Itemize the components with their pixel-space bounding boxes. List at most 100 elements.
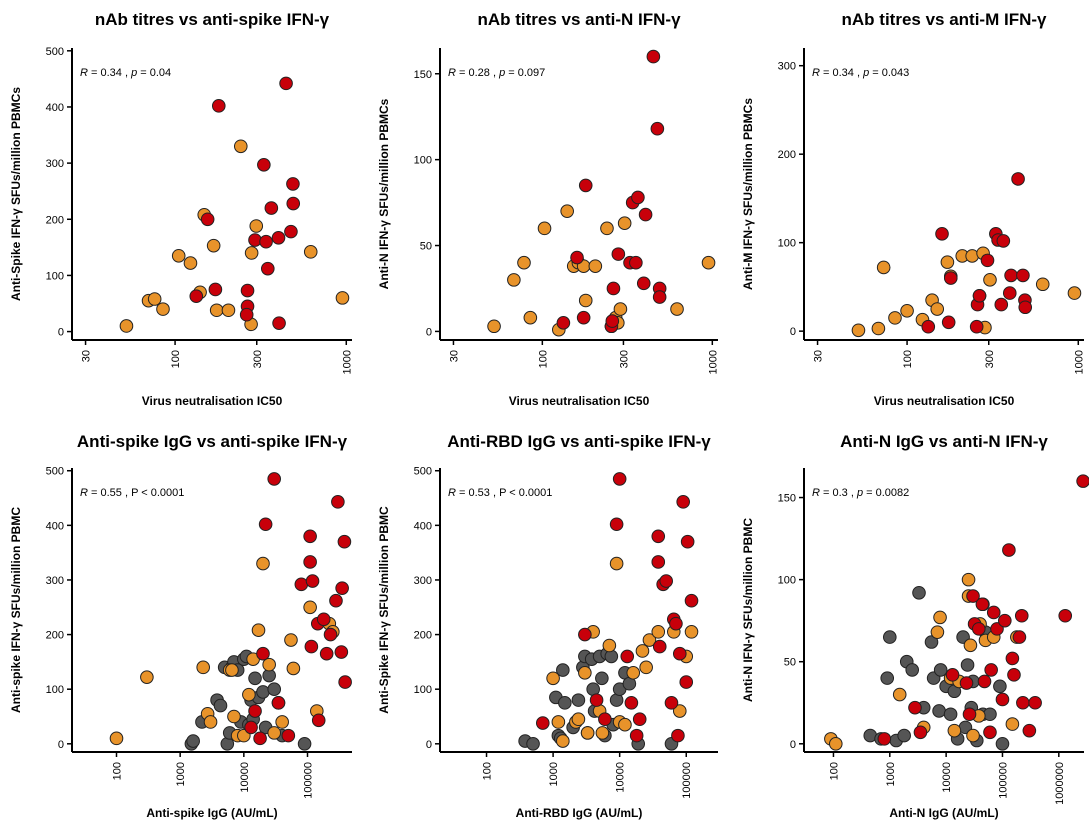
data-point-red	[589, 693, 604, 707]
data-point-red	[240, 283, 255, 298]
data-point-red	[244, 720, 258, 735]
data-point-orange	[1005, 717, 1020, 731]
data-point-orange	[983, 273, 997, 287]
x-tick-label: 300	[618, 350, 630, 368]
data-point-orange	[961, 572, 976, 587]
x-tick-label: 1000	[707, 350, 719, 374]
y-tick-label: 100	[778, 238, 796, 250]
chart-title: nAb titres vs anti-spike IFN-γ	[95, 10, 330, 29]
data-point-grey	[905, 663, 920, 677]
x-tick-label: 1000	[548, 762, 560, 786]
x-tick-label: 30	[448, 350, 460, 362]
data-point-red	[1016, 695, 1030, 710]
y-tick-label: 0	[426, 326, 432, 338]
data-point-grey	[880, 671, 895, 685]
data-point-orange	[670, 302, 684, 316]
data-point-orange	[335, 291, 350, 305]
data-point-red	[200, 212, 215, 227]
data-point-orange	[626, 666, 641, 680]
data-point-red	[331, 495, 345, 509]
data-point-red	[941, 315, 956, 330]
data-point-red	[598, 712, 612, 727]
data-point-red	[990, 622, 1004, 636]
y-axis-label: Anti-N IFN-γ SFUs/million PBMCs	[377, 98, 391, 289]
data-point-red	[664, 696, 679, 710]
x-tick-label: 300	[984, 350, 996, 368]
x-axis-label: Anti-spike IgG (AU/mL)	[146, 806, 277, 820]
data-point-red	[294, 577, 309, 592]
y-axis-label: Anti-M IFN-γ SFUs/million PBMCs	[741, 98, 755, 290]
data-point-orange	[209, 303, 224, 318]
data-point-red	[959, 676, 974, 690]
data-point-red	[1028, 695, 1042, 710]
chart-panel-4: Anti-spike IgG vs anti-spike IFN-γ 0 100 20…	[9, 432, 352, 820]
data-point-orange	[578, 293, 593, 308]
data-point-orange	[571, 712, 586, 727]
x-tick-label: 300	[252, 350, 264, 368]
data-point-orange	[642, 633, 657, 647]
x-tick-label: 1000000	[1054, 762, 1066, 805]
y-tick-label: 50	[784, 657, 796, 669]
data-point-red	[606, 281, 621, 296]
data-point-red	[1007, 668, 1021, 682]
data-point-grey	[943, 707, 958, 722]
data-point-red	[323, 627, 338, 642]
data-point-red	[211, 99, 226, 113]
data-point-red	[605, 314, 620, 328]
x-axis-label: Anti-RBD IgG (AU/mL)	[516, 806, 643, 820]
data-point-red	[337, 534, 352, 549]
x-tick-label: 10000	[615, 762, 627, 793]
data-point-red	[1014, 608, 1029, 623]
data-point-red	[609, 517, 624, 532]
y-tick-label: 200	[46, 630, 64, 642]
data-point-grey	[267, 682, 282, 696]
data-point-grey	[256, 685, 270, 699]
data-point-red	[267, 472, 282, 486]
data-point-grey	[556, 663, 570, 677]
data-point-orange	[672, 704, 687, 718]
data-point-grey	[995, 736, 1010, 751]
data-point-orange	[551, 715, 566, 729]
data-point-orange	[701, 255, 716, 270]
data-point-red	[908, 700, 922, 715]
data-point-red	[650, 121, 665, 136]
y-tick-label: 100	[778, 575, 796, 587]
data-point-orange	[523, 310, 538, 325]
data-point-red	[995, 692, 1010, 707]
data-point-orange	[147, 292, 162, 306]
data-point-orange	[933, 610, 947, 625]
y-tick-label: 100	[46, 684, 64, 696]
data-point-red	[671, 728, 685, 743]
data-point-orange	[900, 304, 914, 318]
y-tick-label: 400	[414, 520, 432, 532]
chart-panel-3: nAb titres vs anti-M IFN-γ 0 100 200 300 30 10…	[741, 10, 1085, 408]
data-point-red	[680, 534, 695, 549]
y-tick-label: 200	[46, 214, 64, 226]
y-axis-label: Anti-N IFN-γ SFUs/million PBMC	[741, 518, 755, 702]
data-point-orange	[602, 638, 617, 653]
data-point-red	[259, 234, 273, 249]
data-point-grey	[924, 635, 939, 649]
data-point-red	[945, 668, 960, 682]
x-axis-label: Anti-N IgG (AU/mL)	[889, 806, 998, 820]
data-point-red	[669, 616, 683, 631]
x-tick-label: 100	[170, 350, 182, 368]
data-point-orange	[556, 734, 570, 748]
data-point-red	[303, 529, 317, 544]
data-point-orange	[876, 260, 891, 275]
data-point-red	[972, 288, 987, 303]
data-point-red	[272, 316, 286, 330]
data-point-orange	[940, 255, 955, 269]
data-point-orange	[580, 726, 595, 740]
data-point-red	[998, 613, 1012, 628]
data-point-orange	[609, 556, 624, 571]
data-point-orange	[966, 728, 980, 743]
data-point-red	[636, 276, 651, 291]
data-point-grey	[933, 663, 948, 677]
data-point-red	[962, 707, 977, 722]
y-tick-label: 300	[778, 61, 796, 73]
y-tick-label: 150	[414, 69, 432, 81]
data-point-orange	[600, 221, 614, 236]
correlation-annotation: R = 0.3 , p = 0.0082	[812, 487, 909, 499]
data-point-red	[996, 234, 1011, 248]
